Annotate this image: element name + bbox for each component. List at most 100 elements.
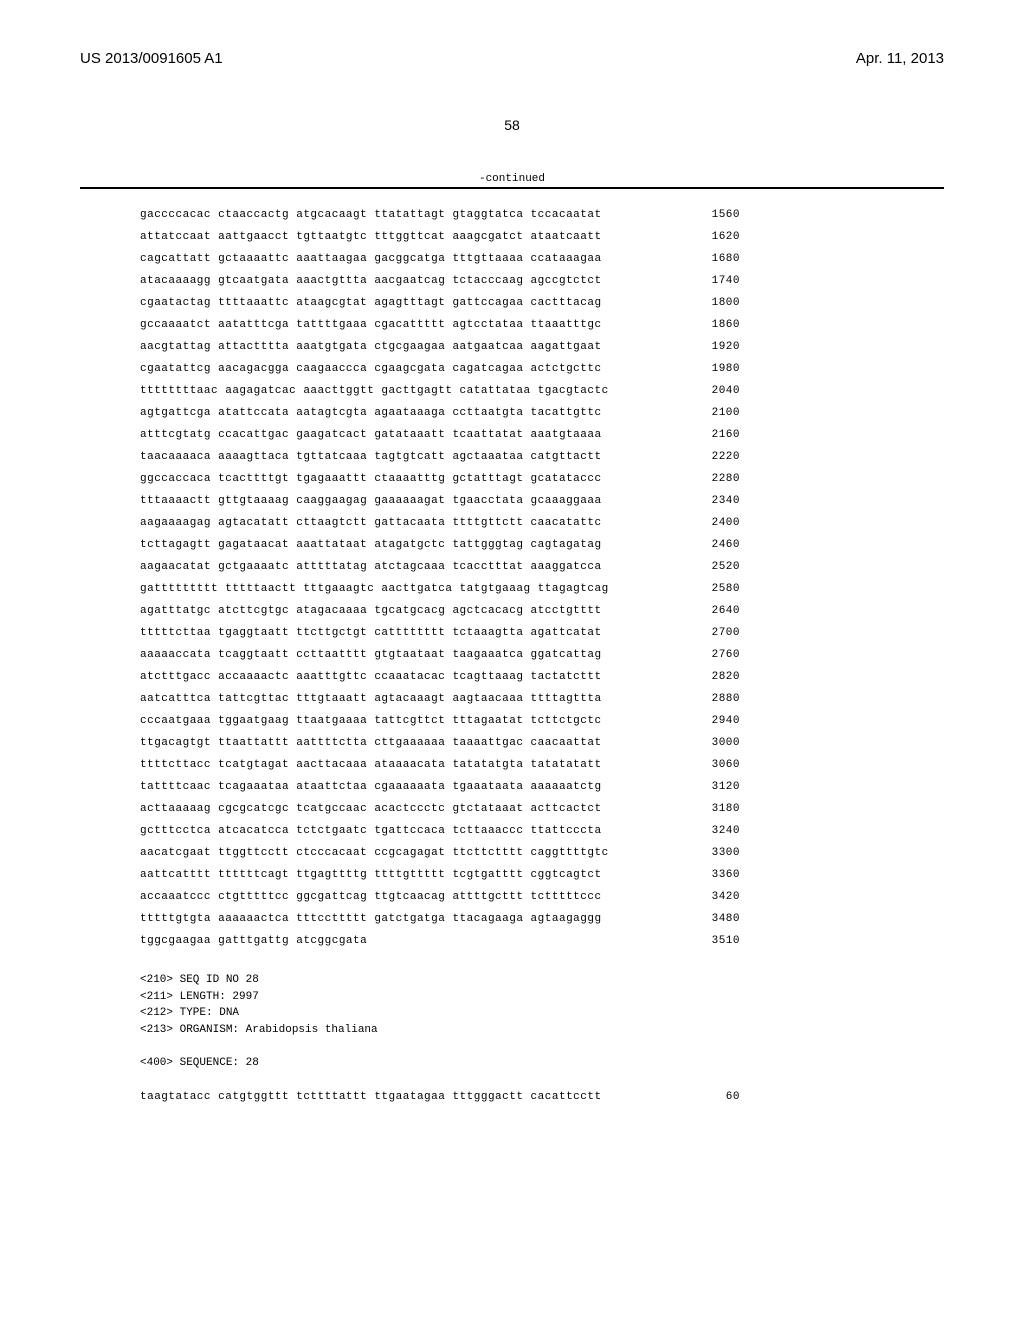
sequence-line: ttgacagtgt ttaattattt aattttctta cttgaaa… — [140, 732, 740, 754]
seq-position: 2580 — [690, 578, 740, 600]
sequence-lines-container: gaccccacac ctaaccactg atgcacaagt ttatatt… — [80, 204, 944, 952]
seq-position: 2520 — [690, 556, 740, 578]
sequence-line: aacatcgaat ttggttcctt ctcccacaat ccgcaga… — [140, 842, 740, 864]
seq-position: 3300 — [690, 842, 740, 864]
sequence-line: aattcatttt ttttttcagt ttgagttttg ttttgtt… — [140, 864, 740, 886]
seq-text: gattttttttt tttttaactt tttgaaagtc aacttg… — [140, 578, 609, 600]
page-number: 58 — [80, 117, 944, 133]
seq-text: aaaaaccata tcaggtaatt ccttaatttt gtgtaat… — [140, 644, 602, 666]
seq-position: 1680 — [690, 248, 740, 270]
seq-position: 3120 — [690, 776, 740, 798]
seq-text: tttttcttaa tgaggtaatt ttcttgctgt cattttt… — [140, 622, 602, 644]
seq-text: ttttttttaac aagagatcac aaacttggtt gacttg… — [140, 380, 609, 402]
sequence-line: tggcgaagaa gatttgattg atcggcgata 3510 — [140, 930, 740, 952]
seq-text: atctttgacc accaaaactc aaatttgttc ccaaata… — [140, 666, 602, 688]
sequence-block: gaccccacac ctaaccactg atgcacaagt ttatatt… — [80, 187, 944, 1108]
seq-text: ttgacagtgt ttaattattt aattttctta cttgaaa… — [140, 732, 602, 754]
seq-text: atacaaaagg gtcaatgata aaactgttta aacgaat… — [140, 270, 602, 292]
sequence-line: gctttcctca atcacatcca tctctgaatc tgattcc… — [140, 820, 740, 842]
seq-position: 60 — [690, 1086, 740, 1108]
seq-text: tattttcaac tcagaaataa ataattctaa cgaaaaa… — [140, 776, 602, 798]
seq-text: taacaaaaca aaaagttaca tgttatcaaa tagtgtc… — [140, 446, 602, 468]
sequence-line: acttaaaaag cgcgcatcgc tcatgccaac acactcc… — [140, 798, 740, 820]
seq-text: gctttcctca atcacatcca tctctgaatc tgattcc… — [140, 820, 602, 842]
sequence-line: atttcgtatg ccacattgac gaagatcact gatataa… — [140, 424, 740, 446]
seq-text: gaccccacac ctaaccactg atgcacaagt ttatatt… — [140, 204, 602, 226]
seq-position: 2340 — [690, 490, 740, 512]
seq-text: gccaaaatct aatatttcga tattttgaaa cgacatt… — [140, 314, 602, 336]
seq28-first-line: taagtatacc catgtggttt tcttttattt ttgaata… — [140, 1086, 740, 1108]
sequence-line: tattttcaac tcagaaataa ataattctaa cgaaaaa… — [140, 776, 740, 798]
seq-position: 1620 — [690, 226, 740, 248]
seq-text: agatttatgc atcttcgtgc atagacaaaa tgcatgc… — [140, 600, 602, 622]
type-line: <212> TYPE: DNA — [140, 1005, 944, 1022]
sequence-line: aacgtattag attactttta aaatgtgata ctgcgaa… — [140, 336, 740, 358]
seq-position: 3000 — [690, 732, 740, 754]
page-header: US 2013/0091605 A1 Apr. 11, 2013 — [80, 50, 944, 67]
sequence-line: agtgattcga atattccata aatagtcgta agaataa… — [140, 402, 740, 424]
seq-position: 2100 — [690, 402, 740, 424]
seq-text: ttttcttacc tcatgtagat aacttacaaa ataaaac… — [140, 754, 602, 776]
seq-text: attatccaat aattgaacct tgttaatgtc tttggtt… — [140, 226, 602, 248]
sequence-line: ttttttttaac aagagatcac aaacttggtt gacttg… — [140, 380, 740, 402]
seq-text: cgaatactag ttttaaattc ataagcgtat agagttt… — [140, 292, 602, 314]
seq-id-line: <210> SEQ ID NO 28 — [140, 972, 944, 989]
sequence-line: aagaaaagag agtacatatt cttaagtctt gattaca… — [140, 512, 740, 534]
seq-text: tggcgaagaa gatttgattg atcggcgata — [140, 930, 367, 952]
sequence-line: tttttgtgta aaaaaactca tttccttttt gatctga… — [140, 908, 740, 930]
sequence-line: cccaatgaaa tggaatgaag ttaatgaaaa tattcgt… — [140, 710, 740, 732]
seq-position: 2940 — [690, 710, 740, 732]
seq-text: tttttgtgta aaaaaactca tttccttttt gatctga… — [140, 908, 602, 930]
seq-position: 2880 — [690, 688, 740, 710]
metadata-block: <210> SEQ ID NO 28 <211> LENGTH: 2997 <2… — [140, 972, 944, 1071]
sequence-line: tttaaaactt gttgtaaaag caaggaagag gaaaaaa… — [140, 490, 740, 512]
seq-position: 1560 — [690, 204, 740, 226]
seq-text: agtgattcga atattccata aatagtcgta agaataa… — [140, 402, 602, 424]
seq-position: 3510 — [690, 930, 740, 952]
seq-position: 1740 — [690, 270, 740, 292]
seq-text: cagcattatt gctaaaattc aaattaagaa gacggca… — [140, 248, 602, 270]
seq-text: aattcatttt ttttttcagt ttgagttttg ttttgtt… — [140, 864, 602, 886]
seq-position: 2400 — [690, 512, 740, 534]
seq-position: 3180 — [690, 798, 740, 820]
seq-position: 2280 — [690, 468, 740, 490]
sequence-line: agatttatgc atcttcgtgc atagacaaaa tgcatgc… — [140, 600, 740, 622]
seq-text: cgaatattcg aacagacgga caagaaccca cgaagcg… — [140, 358, 602, 380]
sequence-line: ttttcttacc tcatgtagat aacttacaaa ataaaac… — [140, 754, 740, 776]
sequence-line: gattttttttt tttttaactt tttgaaagtc aacttg… — [140, 578, 740, 600]
sequence-line: tcttagagtt gagataacat aaattataat atagatg… — [140, 534, 740, 556]
seq-position: 2820 — [690, 666, 740, 688]
seq-position: 2220 — [690, 446, 740, 468]
sequence-line: aagaacatat gctgaaaatc atttttatag atctagc… — [140, 556, 740, 578]
sequence-line: atctttgacc accaaaactc aaatttgttc ccaaata… — [140, 666, 740, 688]
sequence-line: cagcattatt gctaaaattc aaattaagaa gacggca… — [140, 248, 740, 270]
sequence-line: aaaaaccata tcaggtaatt ccttaatttt gtgtaat… — [140, 644, 740, 666]
seq-position: 2700 — [690, 622, 740, 644]
sequence-line: gccaaaatct aatatttcga tattttgaaa cgacatt… — [140, 314, 740, 336]
seq-position: 2040 — [690, 380, 740, 402]
sequence-line: attatccaat aattgaacct tgttaatgtc tttggtt… — [140, 226, 740, 248]
seq-text: aagaacatat gctgaaaatc atttttatag atctagc… — [140, 556, 602, 578]
seq-position: 1920 — [690, 336, 740, 358]
sequence-line: gaccccacac ctaaccactg atgcacaagt ttatatt… — [140, 204, 740, 226]
seq-text: aacatcgaat ttggttcctt ctcccacaat ccgcaga… — [140, 842, 609, 864]
seq-position: 2760 — [690, 644, 740, 666]
seq-position: 1800 — [690, 292, 740, 314]
seq-position: 2460 — [690, 534, 740, 556]
seq-text: tcttagagtt gagataacat aaattataat atagatg… — [140, 534, 602, 556]
length-line: <211> LENGTH: 2997 — [140, 989, 944, 1006]
seq-text: ggccaccaca tcacttttgt tgagaaattt ctaaaat… — [140, 468, 602, 490]
seq-position: 2640 — [690, 600, 740, 622]
sequence-line: tttttcttaa tgaggtaatt ttcttgctgt cattttt… — [140, 622, 740, 644]
seq-text: aagaaaagag agtacatatt cttaagtctt gattaca… — [140, 512, 602, 534]
seq-position: 1980 — [690, 358, 740, 380]
seq-position: 3420 — [690, 886, 740, 908]
seq-position: 3360 — [690, 864, 740, 886]
patent-number: US 2013/0091605 A1 — [80, 50, 223, 67]
sequence-line: cgaatactag ttttaaattc ataagcgtat agagttt… — [140, 292, 740, 314]
seq-text: accaaatccc ctgtttttcc ggcgattcag ttgtcaa… — [140, 886, 602, 908]
sequence-line: aatcatttca tattcgttac tttgtaaatt agtacaa… — [140, 688, 740, 710]
seq-text: cccaatgaaa tggaatgaag ttaatgaaaa tattcgt… — [140, 710, 602, 732]
sequence-line: accaaatccc ctgtttttcc ggcgattcag ttgtcaa… — [140, 886, 740, 908]
seq-position: 3240 — [690, 820, 740, 842]
